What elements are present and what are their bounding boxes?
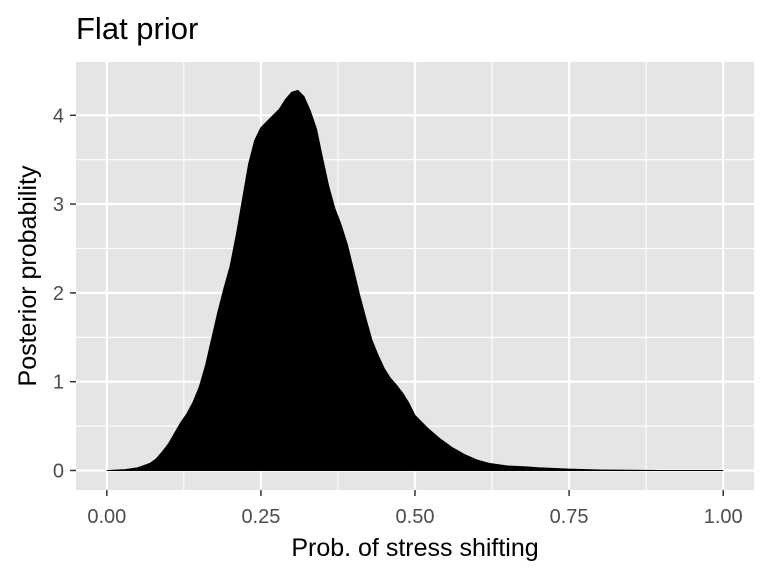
x-axis: 0.00 0.25 0.50 0.75 1.00 bbox=[87, 490, 743, 528]
y-tick-label: 1 bbox=[53, 372, 64, 394]
y-tick-label: 0 bbox=[53, 460, 64, 482]
x-tick-label: 0.50 bbox=[396, 506, 435, 528]
x-tick-label: 1.00 bbox=[704, 506, 743, 528]
y-tick-label: 2 bbox=[53, 283, 64, 305]
y-tick-label: 4 bbox=[53, 105, 64, 127]
x-tick-label: 0.75 bbox=[550, 506, 589, 528]
x-axis-title: Prob. of stress shifting bbox=[291, 534, 538, 562]
y-tick-label: 3 bbox=[53, 194, 64, 216]
chart-title: Flat prior bbox=[76, 11, 198, 46]
y-axis-title: Posterior probability bbox=[14, 165, 42, 386]
density-area bbox=[106, 89, 724, 471]
x-tick-label: 0.25 bbox=[241, 506, 280, 528]
y-axis: 0 1 2 3 4 bbox=[53, 105, 76, 482]
x-tick-label: 0.00 bbox=[87, 506, 126, 528]
